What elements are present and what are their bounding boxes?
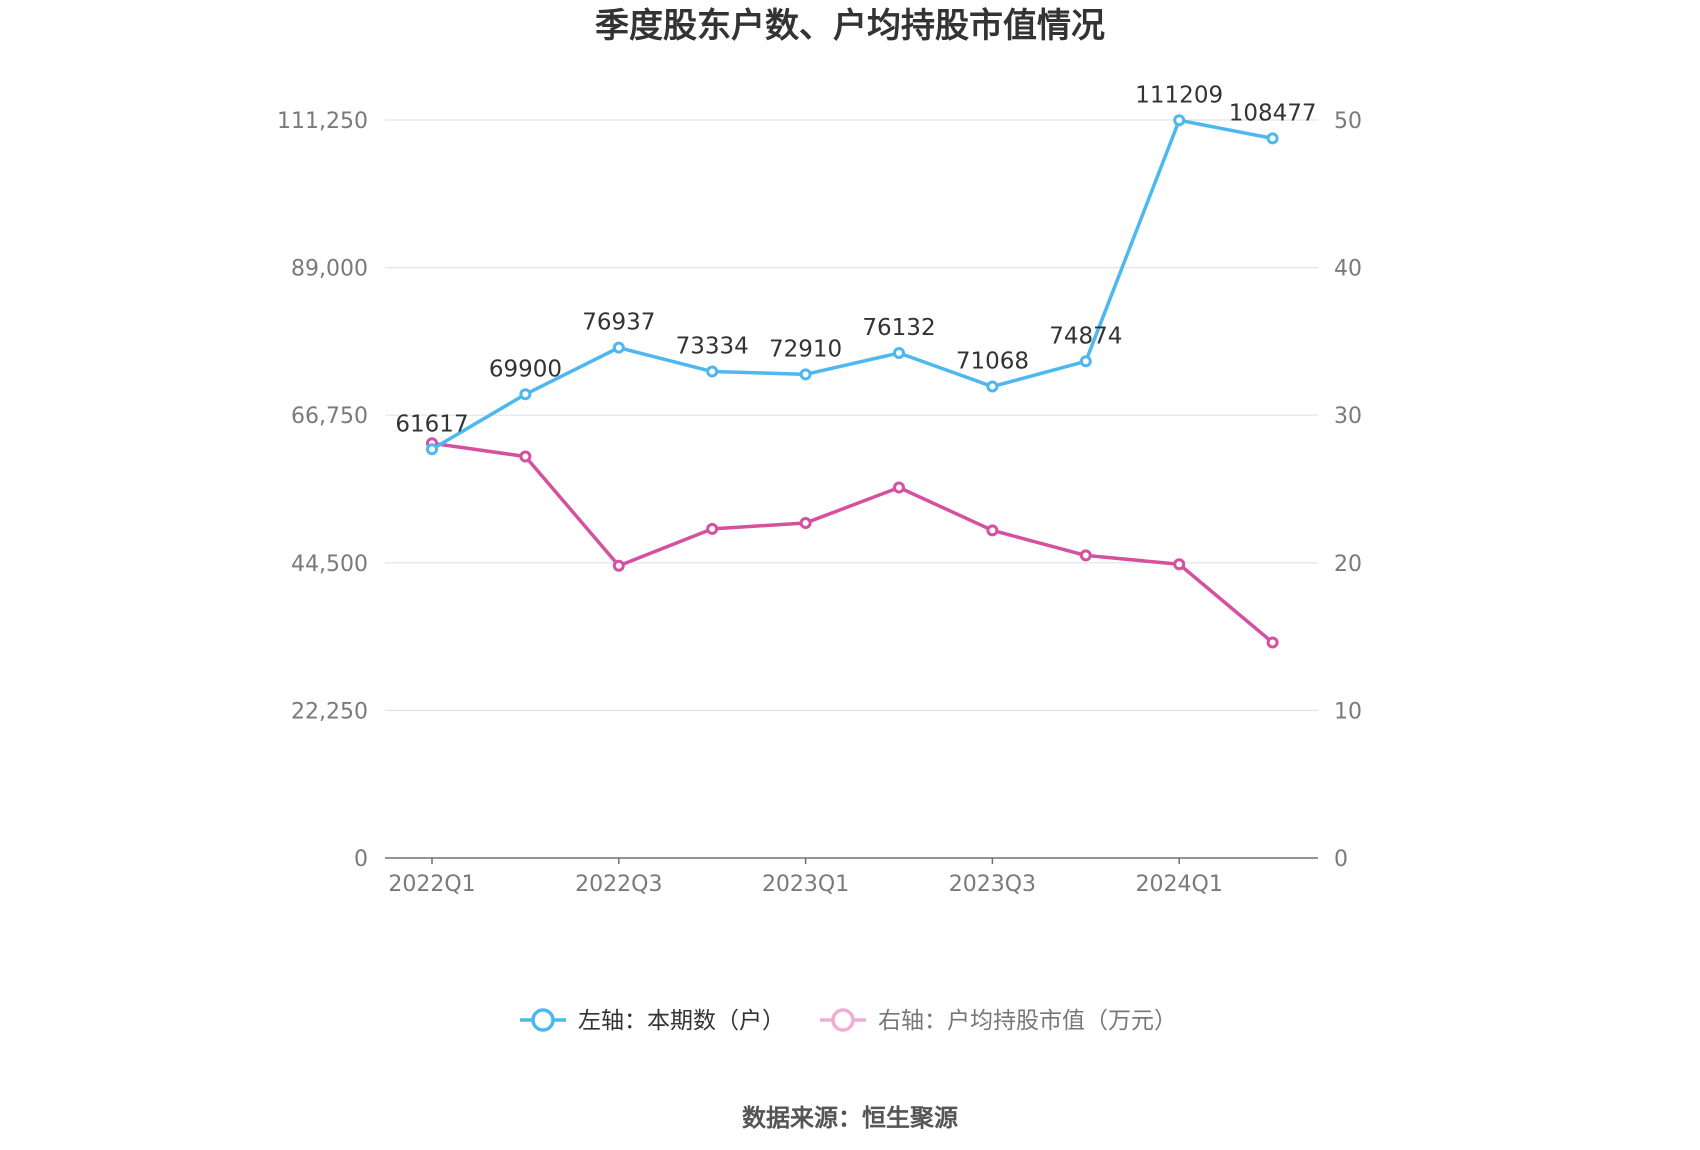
right-axis-tick-label: 20 [1334, 552, 1362, 577]
x-axis-tick-label: 2023Q1 [762, 872, 849, 897]
legend-label: 左轴：本期数（户） [578, 1008, 785, 1034]
left-axis-tick-label: 89,000 [291, 257, 368, 282]
data-point[interactable] [799, 368, 812, 381]
data-label: 71068 [956, 349, 1029, 375]
x-axis-tick-label: 2022Q1 [388, 872, 475, 897]
data-point[interactable] [519, 388, 532, 401]
data-point[interactable] [1079, 355, 1092, 368]
left-axis-tick-label: 111,250 [277, 109, 368, 134]
data-point[interactable] [1266, 132, 1279, 145]
data-labels: 61617 69900 76937 73334 72910 76132 71068 74874… [395, 82, 1316, 437]
grid-lines [385, 119, 1318, 712]
data-point[interactable] [1173, 558, 1186, 571]
left-axis-tick-label: 22,250 [291, 699, 368, 724]
data-point[interactable] [706, 522, 719, 535]
data-point[interactable] [799, 516, 812, 529]
right-axis-tick-label: 10 [1334, 699, 1362, 724]
legend[interactable]: 左轴：本期数（户） 右轴：户均持股市值（万元） [520, 1008, 1177, 1034]
right-axis-tick-label: 0 [1334, 847, 1348, 872]
right-axis-tick-label: 40 [1334, 257, 1362, 282]
right-axis-tick-label: 30 [1334, 404, 1362, 429]
series-lines [426, 114, 1279, 649]
legend-label: 右轴：户均持股市值（万元） [878, 1008, 1177, 1034]
legend-circle-marker [831, 1008, 855, 1032]
data-label: 73334 [676, 334, 749, 360]
data-point[interactable] [519, 450, 532, 463]
data-label: 111209 [1135, 82, 1223, 108]
right-axis-tick-label: 50 [1334, 109, 1362, 134]
left-axis-tick-label: 66,750 [291, 404, 368, 429]
left-axis-tick-label: 44,500 [291, 552, 368, 577]
left-axis-tick-label: 0 [354, 847, 368, 872]
legend-item[interactable]: 右轴：户均持股市值（万元） [820, 1008, 1177, 1034]
data-point[interactable] [426, 443, 438, 456]
data-label: 69900 [489, 356, 562, 382]
data-point[interactable] [1173, 114, 1186, 127]
series-line-shareholders [431, 118, 1273, 451]
source-note: 数据来源：恒生聚源 [742, 1104, 958, 1132]
data-point[interactable] [986, 524, 999, 537]
legend-circle-marker [531, 1008, 555, 1032]
data-point[interactable] [1079, 549, 1092, 562]
data-label: 61617 [395, 411, 468, 437]
data-point[interactable] [1266, 636, 1279, 649]
data-label: 76132 [862, 315, 935, 341]
data-point[interactable] [612, 559, 625, 572]
x-axis-tick-label: 2023Q3 [949, 872, 1036, 897]
data-point[interactable] [612, 341, 625, 354]
data-label: 74874 [1049, 323, 1122, 349]
axes: 0 22,250 44,500 66,750 89,000 111,250 0 10 20 30 4… [277, 109, 1362, 897]
data-point[interactable] [986, 380, 999, 393]
data-point[interactable] [893, 346, 905, 359]
data-point[interactable] [893, 481, 905, 494]
data-point[interactable] [706, 365, 719, 378]
data-label: 72910 [769, 336, 842, 362]
legend-item[interactable]: 左轴：本期数（户） [520, 1008, 785, 1034]
series-line-avg-holding-value [431, 441, 1274, 644]
x-axis-tick-label: 2024Q1 [1136, 872, 1223, 897]
data-label: 108477 [1229, 100, 1317, 126]
data-label: 76937 [582, 310, 655, 336]
chart-title: 季度股东户数、户均持股市值情况 [595, 6, 1105, 46]
x-axis-tick-label: 2022Q3 [575, 872, 662, 897]
